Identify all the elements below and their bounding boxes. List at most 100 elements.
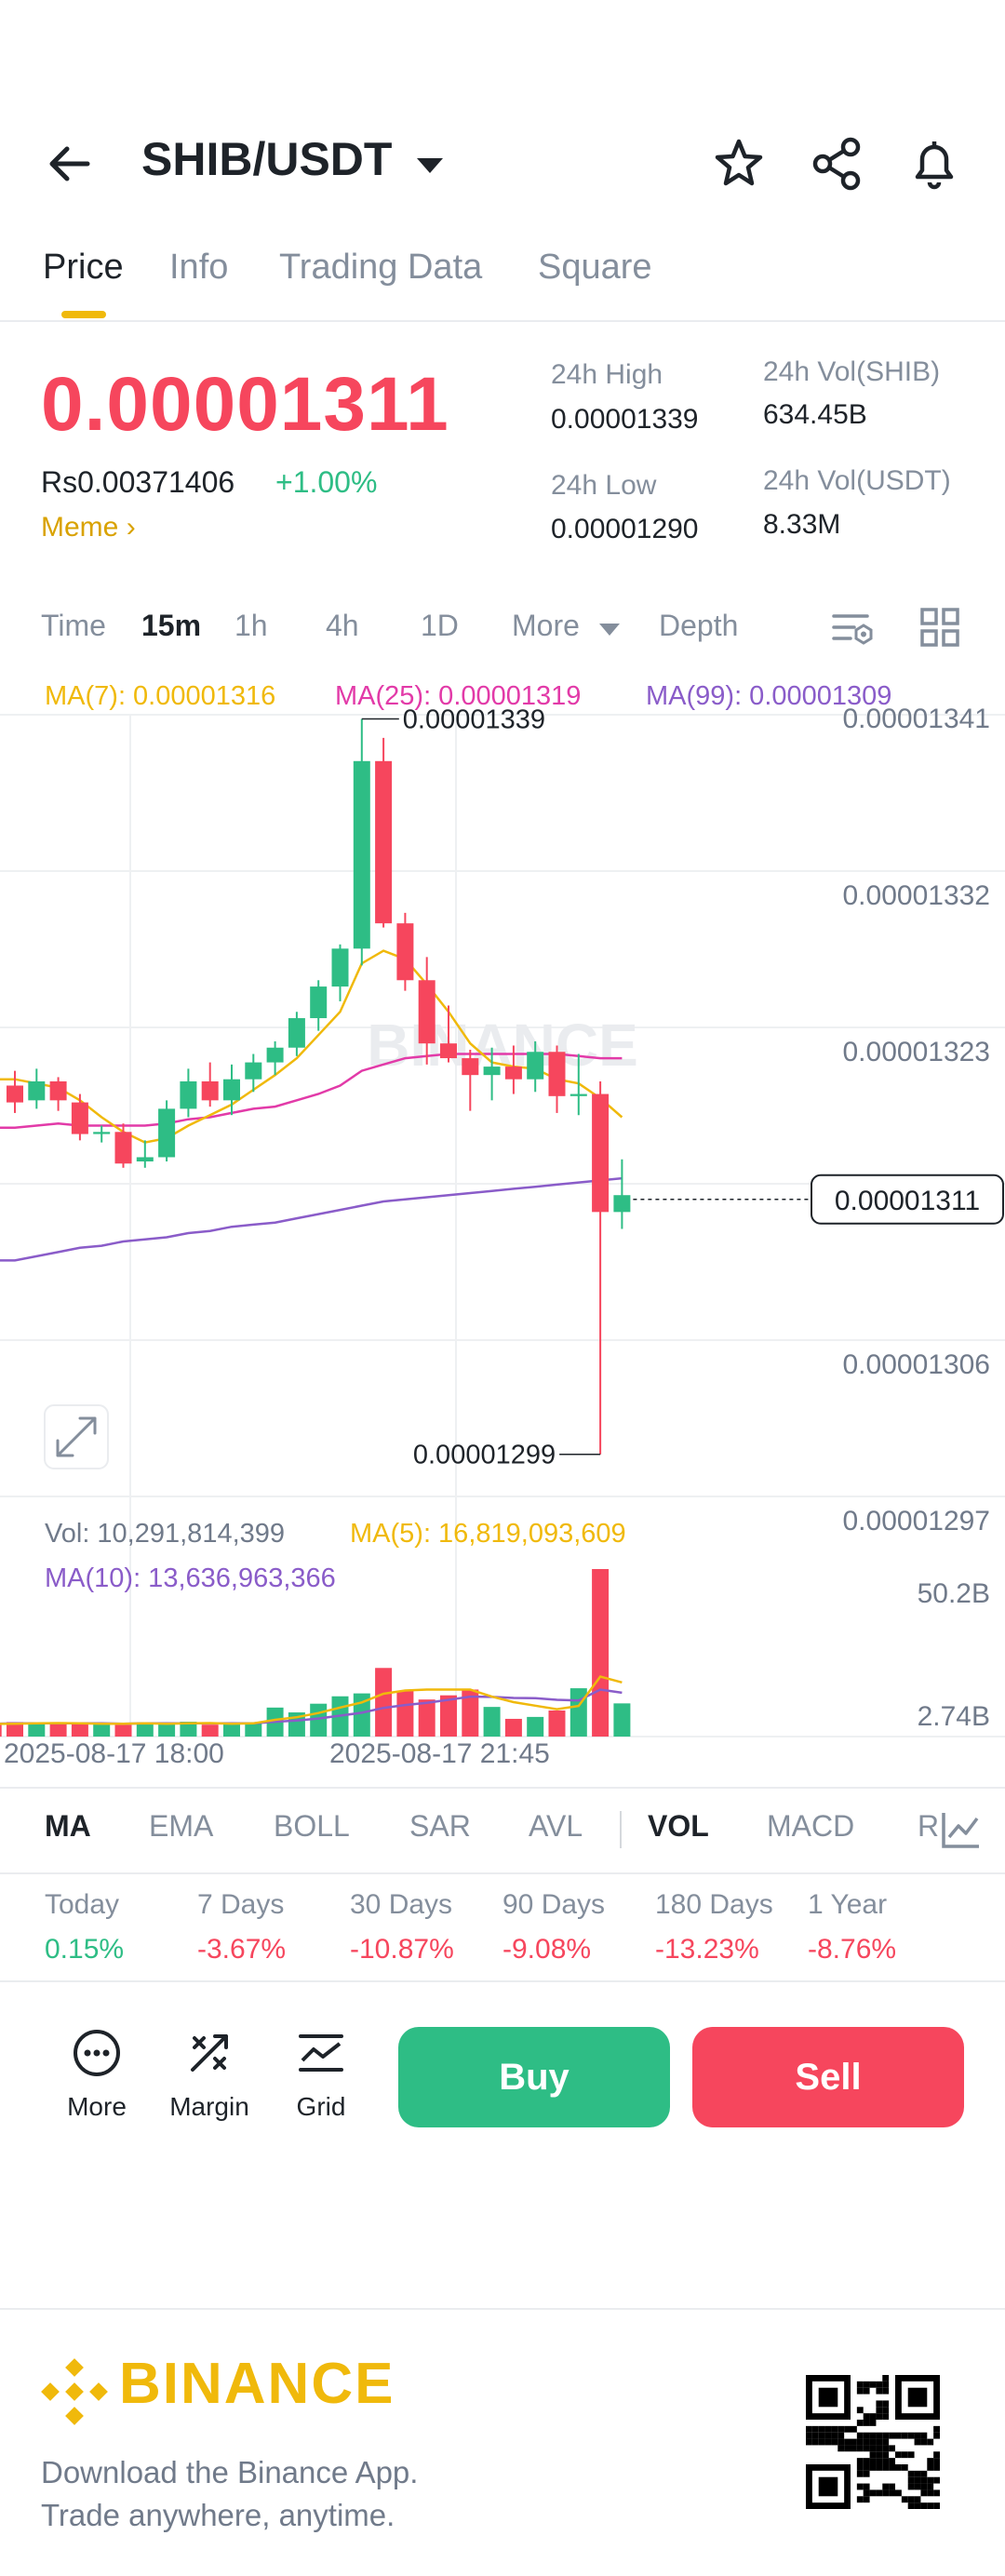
qr-module — [895, 2464, 902, 2471]
candle-body — [71, 1102, 88, 1134]
qr-module — [831, 2432, 838, 2439]
current-price-box — [811, 1174, 1004, 1225]
volume-bar — [570, 1688, 587, 1737]
pair-title[interactable]: SHIB/USDT — [141, 133, 393, 185]
bell-icon[interactable] — [904, 134, 964, 194]
qr-module — [933, 2464, 940, 2471]
qr-module — [876, 2400, 883, 2408]
margin-button[interactable]: Margin — [154, 2027, 265, 2139]
candle-body — [158, 1108, 176, 1158]
qr-module — [869, 2489, 877, 2497]
stat-high: 0.00001339 — [551, 404, 699, 435]
buy-button[interactable]: Buy — [398, 2027, 670, 2127]
favorite-star-icon[interactable] — [709, 134, 769, 194]
high-marker-label: 0.00001339 — [403, 705, 545, 735]
qr-module — [818, 2387, 838, 2408]
back-arrow-icon[interactable] — [45, 138, 97, 190]
perf-label: Today — [45, 1889, 120, 1920]
qr-module — [876, 2458, 883, 2464]
price-change-percent: +1.00% — [275, 465, 378, 499]
more-button[interactable]: More — [41, 2027, 153, 2139]
volume-label: Vol: 10,291,814,399 — [45, 1519, 286, 1549]
volume-bar — [418, 1699, 436, 1737]
qr-module — [933, 2432, 940, 2439]
ind-macd[interactable]: MACD — [767, 1809, 855, 1843]
more-caret-icon[interactable] — [599, 624, 620, 636]
footer-line-1: Download the Binance App. — [41, 2455, 419, 2489]
qr-module — [806, 2432, 812, 2439]
ind-sar[interactable]: SAR — [409, 1809, 471, 1843]
tab-trading-data[interactable]: Trading Data — [279, 248, 483, 287]
ind-ma[interactable]: MA — [45, 1809, 91, 1843]
tf-time[interactable]: Time — [41, 609, 106, 642]
grid-button[interactable]: Grid — [265, 2027, 377, 2139]
qr-module — [876, 2451, 883, 2459]
ma25-line — [0, 1053, 623, 1130]
candle-body — [483, 1067, 501, 1076]
candle-body — [527, 1052, 544, 1080]
indicator-chart-icon[interactable] — [938, 1807, 986, 1852]
share-icon[interactable] — [808, 134, 867, 194]
candle-body — [136, 1157, 154, 1161]
candle-body — [570, 1093, 587, 1096]
layout-grid-icon[interactable] — [918, 605, 962, 650]
ind-ema[interactable]: EMA — [149, 1809, 214, 1843]
tf-1h[interactable]: 1h — [234, 609, 268, 642]
qr-module — [824, 2425, 832, 2433]
stat-vol-quote: 8.33M — [763, 509, 841, 540]
candle-body — [592, 1093, 610, 1213]
qr-module — [920, 2489, 928, 2497]
tab-square[interactable]: Square — [538, 248, 652, 287]
tf-depth[interactable]: Depth — [659, 609, 739, 642]
tf-1d[interactable]: 1D — [421, 609, 459, 642]
qr-module — [818, 2425, 825, 2433]
pair-dropdown-icon[interactable] — [417, 158, 443, 173]
qr-module — [927, 2489, 934, 2497]
y-tick-label: 0.00001323 — [843, 1037, 991, 1067]
ind-boll[interactable]: BOLL — [274, 1809, 350, 1843]
ind-avl[interactable]: AVL — [529, 1809, 583, 1843]
expand-icon[interactable] — [44, 1404, 109, 1469]
vol-ma5-line — [0, 1675, 623, 1725]
qr-module — [824, 2438, 832, 2446]
perf-value: -10.87% — [350, 1934, 454, 1965]
qr-module — [851, 2438, 857, 2446]
candle-body — [418, 980, 436, 1044]
local-currency-price: Rs0.00371406 — [41, 465, 235, 499]
indicator-settings-icon[interactable] — [830, 605, 875, 650]
volume-bar — [483, 1707, 501, 1737]
ind-rsi[interactable]: R — [918, 1809, 940, 1843]
qr-module — [933, 2489, 940, 2497]
category-tag[interactable]: Meme › — [41, 512, 136, 543]
tf-15m[interactable]: 15m — [141, 609, 202, 642]
tf-4h[interactable]: 4h — [326, 609, 359, 642]
qr-module — [869, 2438, 877, 2446]
candle-body — [462, 1058, 479, 1076]
qr-module — [889, 2489, 895, 2497]
qr-module — [856, 2470, 864, 2477]
candle-body — [93, 1132, 111, 1134]
qr-module — [856, 2381, 864, 2388]
header-bar: SHIB/USDT — [0, 121, 1005, 205]
qr-module — [811, 2432, 819, 2439]
candlestick-chart[interactable]: BINANCE 0.00001341 0.00001332 0.00001323 0.… — [0, 670, 1005, 1778]
volume-bar — [114, 1724, 132, 1737]
qr-module — [824, 2432, 832, 2439]
qr-module — [927, 2464, 934, 2471]
qr-module — [838, 2438, 845, 2446]
stat-low-label: 24h Low — [551, 470, 657, 501]
ind-vol[interactable]: VOL — [648, 1809, 709, 1843]
qr-module — [882, 2387, 890, 2395]
indicator-tabs: MA EMA BOLL SAR AVL VOL MACD R — [0, 1787, 1005, 1874]
tab-price[interactable]: Price — [43, 248, 124, 287]
qr-module — [863, 2464, 870, 2471]
tab-info[interactable]: Info — [169, 248, 229, 287]
chart-canvas[interactable]: BINANCE 0.00001341 0.00001332 0.00001323 0.… — [0, 670, 1005, 1778]
qr-module — [856, 2496, 864, 2503]
sell-button[interactable]: Sell — [692, 2027, 964, 2127]
perf-value: -9.08% — [502, 1934, 592, 1965]
perf-label: 180 Days — [655, 1889, 773, 1920]
qr-module — [882, 2489, 890, 2497]
qr-module — [818, 2432, 825, 2439]
tf-more[interactable]: More — [512, 609, 580, 643]
